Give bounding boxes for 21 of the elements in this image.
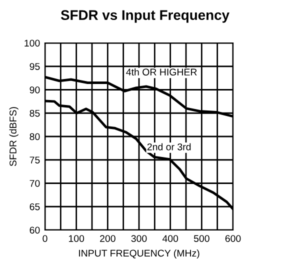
y-tick-label: 100 [24, 40, 40, 47]
x-tick-label: 100 [68, 235, 84, 242]
series-label: 4th OR HIGHER [126, 68, 197, 76]
x-tick-label: 300 [131, 235, 147, 242]
x-tick-label: 0 [42, 235, 48, 242]
chart-title: SFDR vs Input Frequency [60, 10, 230, 23]
y-tick-label: 80 [30, 133, 40, 140]
y-tick-label: 75 [30, 156, 40, 164]
x-tick-label: 200 [100, 235, 116, 242]
y-tick-label: 95 [30, 63, 40, 70]
y-tick-label: 85 [30, 110, 40, 117]
y-tick-label: 90 [30, 86, 40, 94]
x-tick-label: 500 [194, 235, 210, 242]
series-label: 2nd or 3rd [147, 143, 191, 150]
y-tick-label: 60 [30, 226, 40, 234]
y-tick-label: 70 [30, 180, 40, 187]
y-tick-label: 65 [30, 203, 40, 210]
y-axis-title: SFDR (dBFS) [9, 107, 18, 166]
x-tick-label: 600 [225, 235, 241, 242]
x-tick-label: 400 [162, 235, 178, 242]
x-axis-title: INPUT FREQUENCY (MHz) [79, 249, 200, 259]
